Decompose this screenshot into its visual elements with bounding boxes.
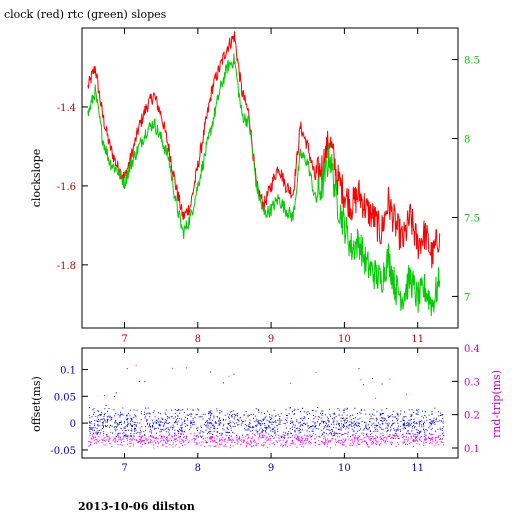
bottom-xtick-label: 7 [121,463,127,474]
top-ytick-label: -1.6 [57,182,76,193]
top-xtick-label: 11 [411,334,424,345]
top-y2tick-label: 8 [464,135,470,146]
top-ytick-label: -1.8 [57,261,76,272]
bottom-y2tick-label: 0.3 [464,377,480,388]
top-xtick-label: 7 [121,334,127,345]
bottom-ylabel: offset(ms) [30,376,43,432]
bottom-ytick-label: 0 [70,419,76,430]
footer-label: 2013-10-06 dilston [78,500,195,512]
top-y2tick-label: 8.5 [464,56,480,67]
series-line-rtc [87,53,441,317]
bottom-xtick-label: 11 [411,463,424,474]
bottom-ticks-group: 7 8 9 10 11 0.1 0.05 0 -0.05 0.4 0.3 0.2 0.1 [50,344,480,474]
top-xtick-label: 9 [268,334,274,345]
chart-title: clock (red) rtc (green) slopes [4,8,167,21]
top-plot-frame [81,27,459,329]
scatter-points-offset [88,368,445,441]
bottom-xtick-label: 9 [268,463,274,474]
bottom-series-group [88,364,445,449]
bottom-y2tick-label: 0.2 [464,411,480,422]
top-ticks-group: 7 8 9 10 11 -1.4 -1.6 -1.8 8.5 8 7.5 7 [57,28,480,345]
bottom-y2tick-label: 0.1 [464,444,480,455]
bottom-ytick-label: -0.05 [50,446,76,457]
top-xtick-label: 8 [195,334,201,345]
top-series-group [87,31,441,317]
bottom-y2tick-label: 0.4 [464,344,480,355]
top-ylabel: clockslope [30,149,43,207]
series-line-clock [87,31,441,269]
bottom-plot-frame [81,347,459,459]
top-y2tick-label: 7 [464,292,470,303]
scatter-points-rnd-trip [88,364,444,449]
bottom-xtick-label: 8 [195,463,201,474]
bottom-ytick-label: 0.1 [60,365,76,376]
bottom-y2label: rnd-trip(ms) [490,370,503,438]
top-xtick-label: 10 [338,334,351,345]
bottom-xtick-label: 10 [338,463,351,474]
bottom-ytick-label: 0.05 [54,392,76,403]
top-ytick-label: -1.4 [57,103,76,114]
top-y2tick-label: 7.5 [464,213,480,224]
